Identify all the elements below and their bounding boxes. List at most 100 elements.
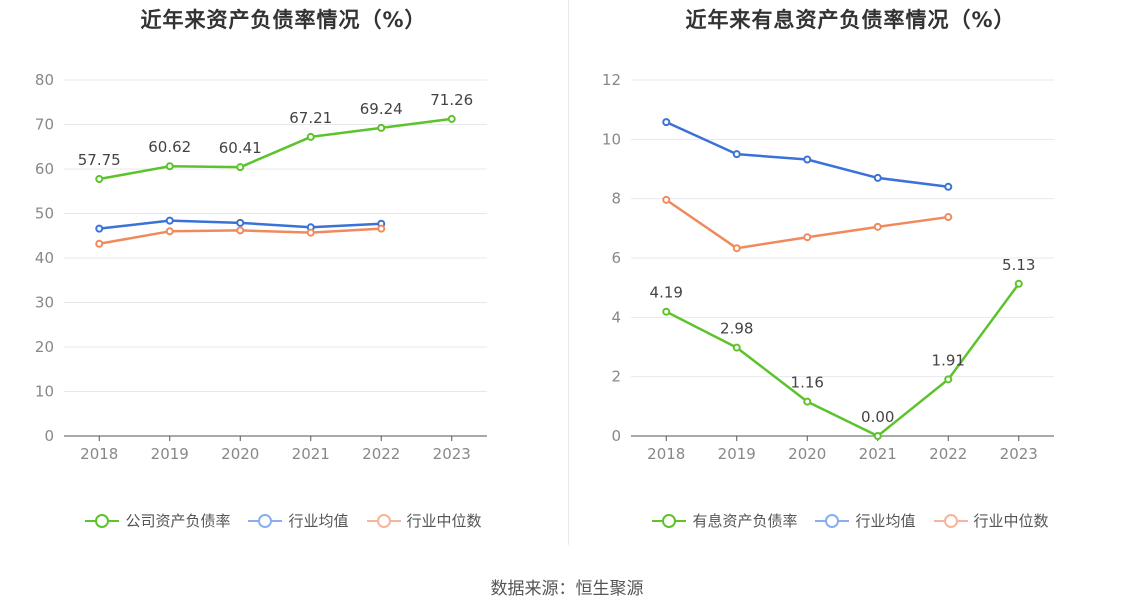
x-tick-label: 2021 (292, 445, 330, 463)
legend-label: 行业中位数 (406, 512, 482, 530)
x-tick-label: 2019 (151, 445, 189, 463)
legend-marker-icon (85, 513, 120, 529)
legend-marker-icon (933, 513, 968, 529)
data-label: 60.41 (219, 139, 262, 157)
data-point (873, 432, 882, 440)
data-label: 57.75 (78, 151, 121, 169)
y-tick-label: 2 (611, 368, 621, 386)
data-point (165, 216, 174, 225)
y-tick-label: 10 (602, 130, 621, 148)
data-point (95, 239, 104, 248)
data-label: 71.26 (430, 91, 473, 109)
y-tick-label: 40 (35, 249, 54, 267)
legend-label: 有息资产负债率 (692, 512, 798, 530)
data-point (662, 195, 671, 204)
legend-item-company[interactable]: 公司资产负债率 (85, 510, 230, 531)
panel-divider (568, 0, 569, 545)
data-point (236, 226, 245, 235)
data-label: 69.24 (360, 100, 403, 118)
data-point (165, 227, 174, 236)
legend-label: 行业均值 (855, 512, 916, 530)
y-tick-label: 8 (611, 190, 621, 208)
x-tick-label: 2023 (433, 445, 471, 463)
chart-title: 近年来资产负债率情况（%） (140, 8, 427, 32)
data-label: 1.91 (932, 351, 965, 369)
data-point (95, 175, 104, 184)
data-point (803, 155, 812, 164)
legend-item-industry-average[interactable]: 行业均值 (815, 510, 916, 531)
data-point (803, 397, 812, 406)
y-tick-label: 10 (35, 383, 54, 401)
chart-panel-interest-bearing-debt-ratio: 近年来有息资产负债率情况（%） 0 2 4 6 8 10 12 2018 2019 2020 202… (567, 0, 1134, 560)
y-tick-label: 12 (602, 71, 621, 89)
x-tick-label: 2020 (788, 445, 826, 463)
data-point (944, 182, 953, 191)
data-label: 4.19 (650, 284, 683, 302)
legend: 有息资产负债率 行业均值 行业中位数 (567, 510, 1134, 531)
y-tick-label: 0 (611, 427, 621, 445)
legend-marker-icon (652, 513, 687, 529)
series-line (665, 120, 949, 189)
chart-panel-debt-ratio: 近年来资产负债率情况（%） 0 10 20 30 40 50 60 70 80 2018 2019 2… (0, 0, 567, 560)
data-label: 2.98 (720, 320, 753, 338)
data-label: 5.13 (1002, 256, 1035, 274)
data-point (873, 173, 882, 182)
data-label: 1.16 (791, 374, 824, 392)
legend-label: 行业中位数 (973, 512, 1049, 530)
x-tick-label: 2020 (221, 445, 259, 463)
x-tick-label: 2018 (647, 445, 685, 463)
data-point (803, 233, 812, 242)
x-tick-label: 2018 (80, 445, 118, 463)
data-point (944, 375, 953, 384)
data-point (236, 218, 245, 227)
x-tick-label: 2022 (362, 445, 400, 463)
data-point (662, 307, 671, 316)
data-point (306, 132, 315, 141)
series-line (99, 117, 452, 181)
legend-label: 公司资产负债率 (125, 512, 231, 530)
data-point (732, 244, 741, 253)
data-point (306, 228, 315, 237)
legend-marker-icon (815, 513, 850, 529)
x-tick-label: 2023 (1000, 445, 1038, 463)
y-tick-label: 0 (44, 427, 54, 445)
data-label: 60.62 (148, 138, 191, 156)
data-point (377, 123, 386, 132)
legend-marker-icon (366, 513, 401, 529)
x-tick-label: 2022 (929, 445, 967, 463)
y-tick-label: 70 (35, 116, 54, 134)
data-point (165, 162, 174, 171)
series-line (665, 283, 1020, 438)
legend-item-industry-median[interactable]: 行业中位数 (366, 510, 482, 531)
data-point (236, 163, 245, 172)
interest-debt-ratio-line-chart: 0 2 4 6 8 10 12 2018 2019 2020 2021 2022 2023 4.19 2.9… (602, 71, 1054, 463)
data-label: 0.00 (861, 408, 894, 426)
data-point (95, 224, 104, 233)
legend: 公司资产负债率 行业均值 行业中位数 (0, 510, 567, 531)
y-tick-label: 50 (35, 205, 54, 223)
data-point (662, 118, 671, 127)
data-point (377, 224, 386, 233)
debt-ratio-line-chart: 0 10 20 30 40 50 60 70 80 2018 2019 2020 2021 2022 202… (35, 71, 487, 463)
y-tick-label: 60 (35, 160, 54, 178)
chart-title: 近年来有息资产负债率情况（%） (685, 8, 1016, 32)
legend-item-industry-average[interactable]: 行业均值 (248, 510, 349, 531)
x-tick-label: 2021 (859, 445, 897, 463)
legend-item-industry-median[interactable]: 行业中位数 (933, 510, 1049, 531)
y-tick-label: 4 (611, 308, 621, 326)
legend-marker-icon (248, 513, 283, 529)
data-point (1014, 279, 1023, 288)
y-tick-label: 30 (35, 294, 54, 312)
data-point (447, 114, 456, 123)
data-point (944, 213, 953, 222)
y-tick-label: 80 (35, 71, 54, 89)
data-point (732, 150, 741, 159)
legend-label: 行业均值 (288, 512, 349, 530)
data-source-note: 数据来源：恒生聚源 (490, 579, 644, 599)
legend-item-company[interactable]: 有息资产负债率 (652, 510, 797, 531)
data-label: 67.21 (289, 109, 332, 127)
y-tick-label: 20 (35, 338, 54, 356)
data-point (873, 222, 882, 231)
y-tick-label: 6 (611, 249, 621, 267)
x-tick-label: 2019 (718, 445, 756, 463)
